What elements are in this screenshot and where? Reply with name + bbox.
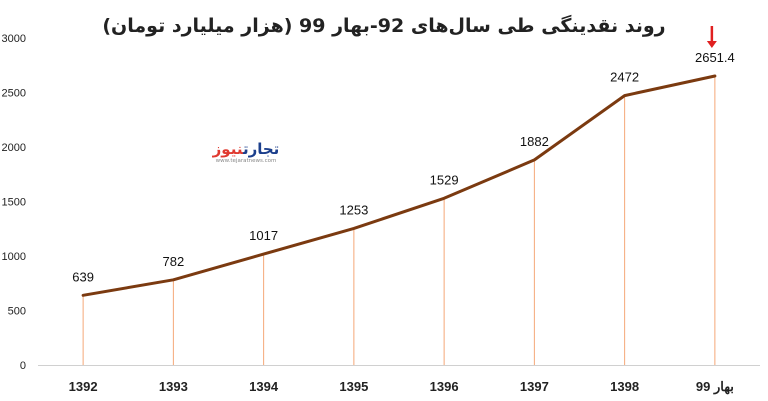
data-labels: 639 782 1017 1253 1529 1882 2472 2651.4 xyxy=(72,50,734,284)
x-tick-label: 1396 xyxy=(430,379,459,394)
x-axis: 1392 1393 1394 1395 1396 1397 1398 بهار 99 xyxy=(69,379,734,395)
x-tick-label: 1397 xyxy=(520,379,549,394)
data-label: 1529 xyxy=(430,172,459,187)
data-label: 1017 xyxy=(249,228,278,243)
data-label: 1882 xyxy=(520,134,549,149)
y-tick-label: 2500 xyxy=(2,88,26,100)
arrow-head xyxy=(706,41,717,48)
data-label: 2651.4 xyxy=(695,50,735,65)
y-tick-label: 500 xyxy=(8,306,26,318)
x-tick-label: 1392 xyxy=(69,379,98,394)
x-tick-label: بهار 99 xyxy=(696,379,734,395)
data-label: 639 xyxy=(72,269,94,284)
y-tick-label: 0 xyxy=(20,360,26,372)
x-tick-label: 1398 xyxy=(610,379,639,394)
logo-name-part2: نیوز xyxy=(212,140,244,158)
drop-lines xyxy=(82,75,716,365)
y-tick-label: 3000 xyxy=(2,33,26,45)
y-tick-label: 1500 xyxy=(2,197,26,209)
x-tick-label: 1393 xyxy=(159,379,188,394)
x-tick-label: 1395 xyxy=(339,379,368,394)
y-tick-label: 2000 xyxy=(2,142,26,154)
data-label: 2472 xyxy=(610,70,639,85)
series-line xyxy=(81,74,717,297)
logo-url: www.tejaratnews.com xyxy=(216,158,277,164)
y-axis: 0 500 1000 1500 2000 2500 3000 xyxy=(2,33,26,372)
data-label: 1253 xyxy=(339,202,368,217)
logo-text: تجارتنیوز xyxy=(212,140,280,158)
chart-title: روند نقدینگی طی سال‌های 92-بهار 99 (هزار… xyxy=(102,14,665,37)
y-tick-label: 1000 xyxy=(2,251,26,263)
x-tick-label: 1394 xyxy=(249,379,279,394)
highlight-marker xyxy=(706,26,717,48)
data-label: 782 xyxy=(163,254,185,269)
logo: تجارتنیوز www.tejaratnews.com xyxy=(212,140,280,164)
logo-name-part1: تجارت xyxy=(242,140,279,158)
